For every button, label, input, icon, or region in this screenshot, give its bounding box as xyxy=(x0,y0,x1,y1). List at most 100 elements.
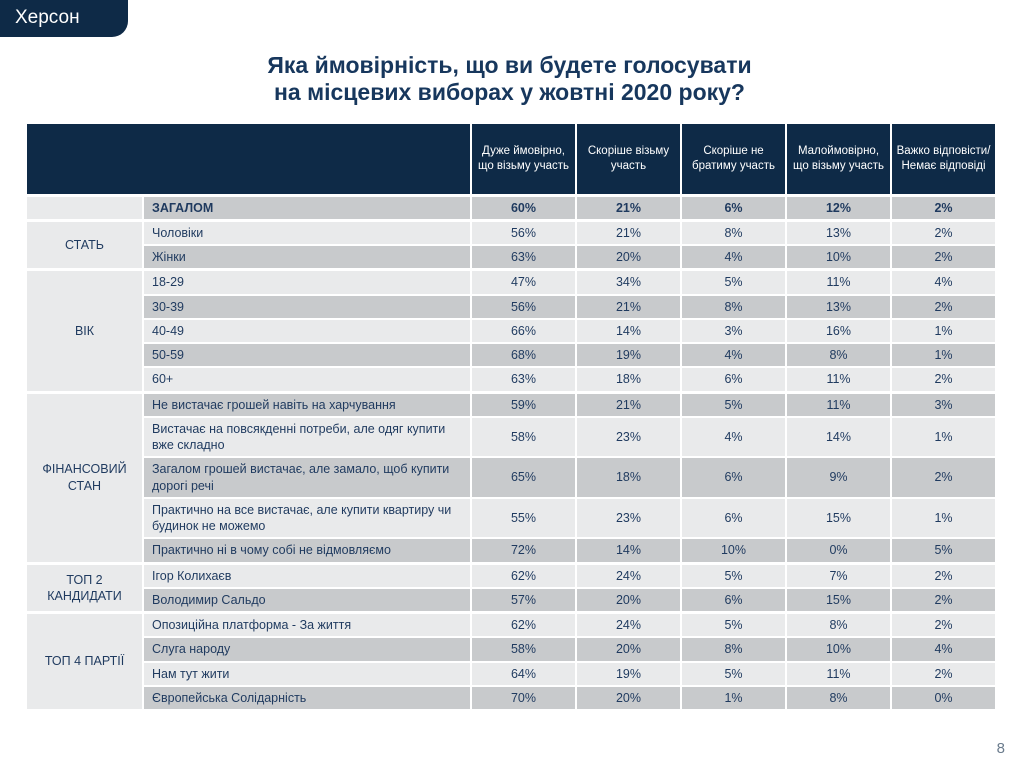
value-cell: 1% xyxy=(890,341,997,369)
value-cell: 70% xyxy=(470,684,577,712)
table-row: Практично на все вистачає, але купити кв… xyxy=(26,496,997,540)
row-label: ЗАГАЛОМ xyxy=(142,193,472,222)
table-row: 50-59 68% 19% 4% 8% 1% xyxy=(26,341,997,369)
survey-table-container: Дуже ймовірно, що візьму участь Скоріше … xyxy=(25,122,997,712)
value-cell: 7% xyxy=(785,561,892,589)
value-cell: 10% xyxy=(785,636,892,663)
value-cell: 24% xyxy=(575,611,682,639)
value-cell: 15% xyxy=(785,586,892,614)
value-cell: 11% xyxy=(785,660,892,687)
value-cell: 5% xyxy=(680,390,787,418)
value-cell: 18% xyxy=(575,456,682,499)
value-cell: 13% xyxy=(785,218,892,246)
value-cell: 16% xyxy=(785,317,892,345)
value-cell: 1% xyxy=(890,317,997,345)
value-cell: 6% xyxy=(680,193,787,222)
table-row: Жінки 63% 20% 4% 10% 2% xyxy=(26,244,997,271)
header-empty-cell xyxy=(25,122,472,196)
category-cell: ФІНАНСОВИЙ СТАН xyxy=(25,390,144,564)
value-cell: 1% xyxy=(680,684,787,712)
table-row: Практично ні в чому собі не відмовляємо 7… xyxy=(26,537,997,564)
value-cell: 11% xyxy=(785,366,892,393)
table-row: СТАТЬ Чоловіки 56% 21% 8% 13% 2% xyxy=(25,218,997,271)
value-cell: 1% xyxy=(890,415,997,459)
row-label: Не вистачає грошей навіть на харчування xyxy=(142,390,472,418)
region-badge: Херсон xyxy=(0,0,128,37)
value-cell: 6% xyxy=(680,586,787,614)
row-label: Практично ні в чому собі не відмовляємо xyxy=(142,537,472,564)
value-cell: 11% xyxy=(785,390,892,418)
value-cell: 8% xyxy=(785,341,892,369)
value-cell: 14% xyxy=(785,415,892,459)
value-cell: 47% xyxy=(470,268,577,296)
header-col-unlikely: Малоймовірно, що візьму участь xyxy=(785,122,892,196)
value-cell: 20% xyxy=(575,244,682,271)
category-cell: ТОП 4 ПАРТІЇ xyxy=(25,611,144,711)
row-label: 18-29 xyxy=(142,268,472,296)
category-cell: ТОП 2 КАНДИДАТИ xyxy=(25,561,144,614)
value-cell: 34% xyxy=(575,268,682,296)
value-cell: 64% xyxy=(470,660,577,687)
header-col-no-answer: Важко відповісти/ Немає відповіді xyxy=(890,122,997,196)
page-title-line2: на місцевих виборах у жовтні 2020 року? xyxy=(274,79,745,106)
value-cell: 2% xyxy=(890,244,997,271)
value-cell: 4% xyxy=(890,636,997,663)
row-label: Слуга народу xyxy=(142,636,472,663)
value-cell: 58% xyxy=(470,415,577,459)
value-cell: 8% xyxy=(785,611,892,639)
table-row: Загалом грошей вистачає, але замало, щоб… xyxy=(26,456,997,499)
value-cell: 65% xyxy=(470,456,577,499)
value-cell: 3% xyxy=(680,317,787,345)
value-cell: 55% xyxy=(470,496,577,540)
value-cell: 0% xyxy=(785,537,892,564)
row-label: Європейська Солідарність xyxy=(142,684,472,712)
value-cell: 0% xyxy=(890,684,997,712)
value-cell: 56% xyxy=(470,218,577,246)
value-cell: 62% xyxy=(470,561,577,589)
row-label: 60+ xyxy=(142,366,472,393)
value-cell: 19% xyxy=(575,341,682,369)
value-cell: 1% xyxy=(890,496,997,540)
value-cell: 62% xyxy=(470,611,577,639)
value-cell: 5% xyxy=(680,561,787,589)
table-row: Нам тут жити 64% 19% 5% 11% 2% xyxy=(26,660,997,687)
header-row: Дуже ймовірно, що візьму участь Скоріше … xyxy=(25,122,997,196)
value-cell: 21% xyxy=(575,218,682,246)
value-cell: 8% xyxy=(785,684,892,712)
value-cell: 19% xyxy=(575,660,682,687)
survey-table: Дуже ймовірно, що візьму участь Скоріше … xyxy=(25,122,997,712)
value-cell: 60% xyxy=(470,193,577,222)
table-row: Володимир Сальдо 57% 20% 6% 15% 2% xyxy=(26,586,997,614)
value-cell: 57% xyxy=(470,586,577,614)
value-cell: 66% xyxy=(470,317,577,345)
value-cell: 24% xyxy=(575,561,682,589)
table-row: Вистачає на повсякденні потреби, але одя… xyxy=(26,415,997,459)
header-col-very-likely: Дуже ймовірно, що візьму участь xyxy=(470,122,577,196)
row-label: Вистачає на повсякденні потреби, але одя… xyxy=(142,415,472,459)
value-cell: 58% xyxy=(470,636,577,663)
value-cell: 8% xyxy=(680,636,787,663)
value-cell: 10% xyxy=(680,537,787,564)
category-cell xyxy=(25,193,144,222)
row-label: Практично на все вистачає, але купити кв… xyxy=(142,496,472,540)
value-cell: 72% xyxy=(470,537,577,564)
table-row: ТОП 2 КАНДИДАТИ Ігор Колихаєв 62% 24% 5% 7% 2% xyxy=(25,561,997,614)
value-cell: 2% xyxy=(890,456,997,499)
page-number: 8 xyxy=(996,740,1005,757)
row-label: 30-39 xyxy=(142,293,472,320)
value-cell: 8% xyxy=(680,218,787,246)
page-title-line1: Яка ймовірність, що ви будете голосувати xyxy=(267,52,752,78)
value-cell: 21% xyxy=(575,390,682,418)
value-cell: 2% xyxy=(890,561,997,589)
value-cell: 21% xyxy=(575,293,682,320)
table-row: Європейська Солідарність 70% 20% 1% 8% 0% xyxy=(26,684,997,712)
value-cell: 18% xyxy=(575,366,682,393)
table-row: ФІНАНСОВИЙ СТАН Не вистачає грошей навіть… xyxy=(25,390,997,564)
value-cell: 14% xyxy=(575,537,682,564)
value-cell: 5% xyxy=(680,611,787,639)
value-cell: 59% xyxy=(470,390,577,418)
value-cell: 2% xyxy=(890,218,997,246)
table-row: ТОП 4 ПАРТІЇ Опозиційна платформа - За жи… xyxy=(25,611,997,711)
row-label: Загалом грошей вистачає, але замало, щоб… xyxy=(142,456,472,499)
